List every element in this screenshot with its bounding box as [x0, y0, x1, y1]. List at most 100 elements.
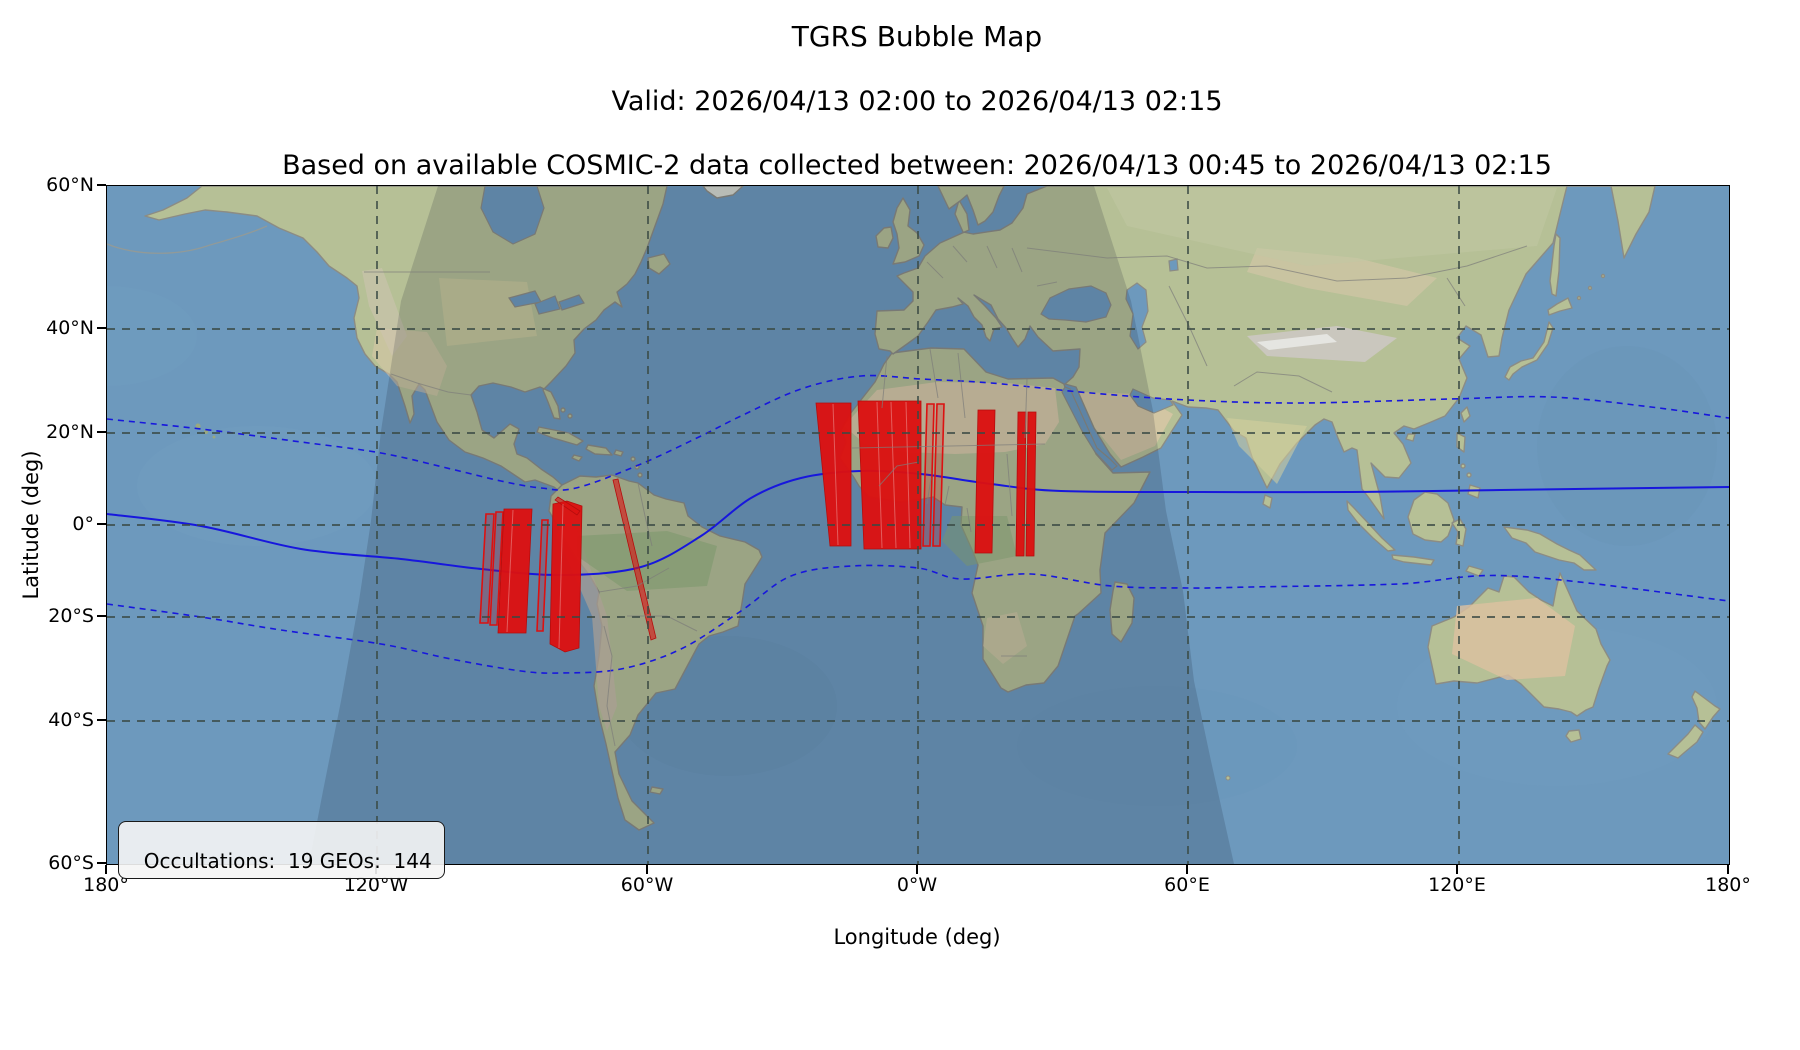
x-tick-label: 60°W — [620, 874, 674, 896]
world-map-canvas — [107, 186, 1729, 864]
borneo — [1407, 491, 1455, 543]
x-tickmark — [1727, 865, 1729, 874]
occultation-stripe-solid — [1015, 411, 1027, 557]
antilles-island — [637, 472, 643, 478]
x-tickmark — [916, 865, 918, 874]
philippine-island — [1466, 472, 1472, 478]
madagascar — [1109, 581, 1135, 643]
occultation-stripe-solid — [497, 508, 533, 634]
occultation-stripe-solid — [549, 500, 583, 653]
y-tickmark — [97, 719, 106, 721]
philippine-island — [1460, 463, 1466, 469]
amazon-forest — [577, 531, 717, 591]
bubble-hairlines — [506, 401, 911, 649]
valid-range-subtitle: Valid: 2026/04/13 02:00 to 2026/04/13 02… — [611, 86, 1223, 117]
counts-legend: Occultations: 19 GEOs: 144 — [118, 821, 445, 879]
x-tickmark — [1186, 865, 1188, 874]
y-tickmark — [97, 615, 106, 617]
new-zealand-north — [1691, 690, 1721, 730]
graticule-gridlines — [107, 186, 1729, 864]
black-sea — [1040, 285, 1112, 323]
occultation-stripe-solid — [974, 409, 996, 554]
y-tick-label: 0° — [72, 513, 94, 535]
occultation-stripe-outline — [489, 511, 504, 626]
occultation-stripe-outline — [932, 403, 945, 547]
magnetic-equator-curves — [107, 374, 1729, 674]
puerto-rico — [613, 449, 624, 457]
data-window-subtitle: Based on available COSMIC-2 data collect… — [282, 150, 1552, 181]
jamaica — [571, 454, 583, 462]
x-tick-label: 120°E — [1428, 874, 1486, 896]
indian-ocean-island — [1225, 775, 1231, 781]
bahamas-island — [560, 407, 566, 413]
y-tickmark — [97, 862, 106, 864]
occultation-stripe-solid — [815, 402, 852, 547]
antilles-island — [630, 456, 636, 462]
red-sea — [1061, 386, 1118, 471]
java — [1391, 554, 1435, 566]
russia-south-border — [1026, 245, 1528, 282]
aral-sea — [1168, 258, 1179, 272]
bahamas-island — [567, 413, 573, 419]
hudson-bay — [480, 186, 545, 245]
great-britain — [892, 197, 925, 265]
caspian-sea — [1125, 282, 1149, 350]
y-tick-label: 20°N — [46, 421, 94, 443]
magnetic-lat-south-dashed — [107, 564, 1729, 674]
himalaya — [1257, 334, 1337, 350]
x-tickmark — [1456, 865, 1458, 874]
x-tick-label: 0°W — [896, 874, 938, 896]
x-axis-label: Longitude (deg) — [833, 925, 1001, 949]
great-lake — [534, 295, 561, 315]
terrain-shading — [362, 188, 1575, 731]
rockies — [362, 268, 407, 356]
map-plot-area — [106, 185, 1730, 865]
ireland — [875, 226, 894, 249]
x-tick-label: 180° — [1705, 874, 1751, 896]
occultation-stripe-outline — [479, 513, 495, 624]
y-tickmark — [97, 184, 106, 186]
kalahari — [983, 612, 1027, 664]
magnetic-lat-north-dashed — [107, 374, 1729, 491]
occultation-stripe-solid — [1025, 411, 1037, 557]
x-tickmark — [105, 865, 107, 874]
x-tickmark — [646, 865, 648, 874]
great-lake — [558, 294, 585, 311]
occultation-stripe-outline — [536, 519, 549, 632]
us-mexico-border — [390, 373, 472, 396]
scandinavia — [937, 186, 1005, 226]
falklands — [649, 786, 664, 795]
japan-hokkaido — [1547, 297, 1573, 316]
hawaii-island — [195, 423, 201, 429]
y-tickmark — [97, 523, 106, 525]
y-axis-label: Latitude (deg) — [19, 450, 43, 600]
india-plain — [1227, 418, 1307, 484]
magnetic-equator-solid — [107, 469, 1729, 577]
inland-seas — [480, 186, 1179, 471]
y-tick-label: 40°N — [46, 317, 94, 339]
new-zealand-south — [1667, 724, 1704, 759]
kuril-island — [1576, 295, 1582, 301]
siberia-tundra — [1107, 188, 1557, 266]
tasmania — [1565, 729, 1582, 743]
y-tick-label: 60°N — [46, 174, 94, 196]
sumatra — [1346, 500, 1396, 552]
aleutian-arc — [107, 225, 268, 254]
hainan — [1405, 433, 1416, 442]
x-tick-label: 60°E — [1164, 874, 1210, 896]
sakhalin — [1549, 233, 1561, 297]
y-tickmark — [97, 327, 106, 329]
tibet-plateau — [1247, 326, 1397, 362]
sri-lanka — [1262, 494, 1273, 509]
taiwan — [1460, 406, 1471, 423]
australia-outback — [1452, 598, 1575, 680]
japan-honshu — [1504, 321, 1554, 381]
y-tick-label: 40°S — [48, 709, 94, 731]
figure-title: TGRS Bubble Map — [791, 20, 1043, 53]
occultation-stripe-outline — [922, 403, 935, 547]
kuril-island — [1587, 285, 1593, 291]
new-guinea — [1503, 526, 1597, 571]
greenland-tip — [702, 186, 744, 199]
counts-legend-text: Occultations: 19 GEOs: 144 — [143, 849, 432, 873]
